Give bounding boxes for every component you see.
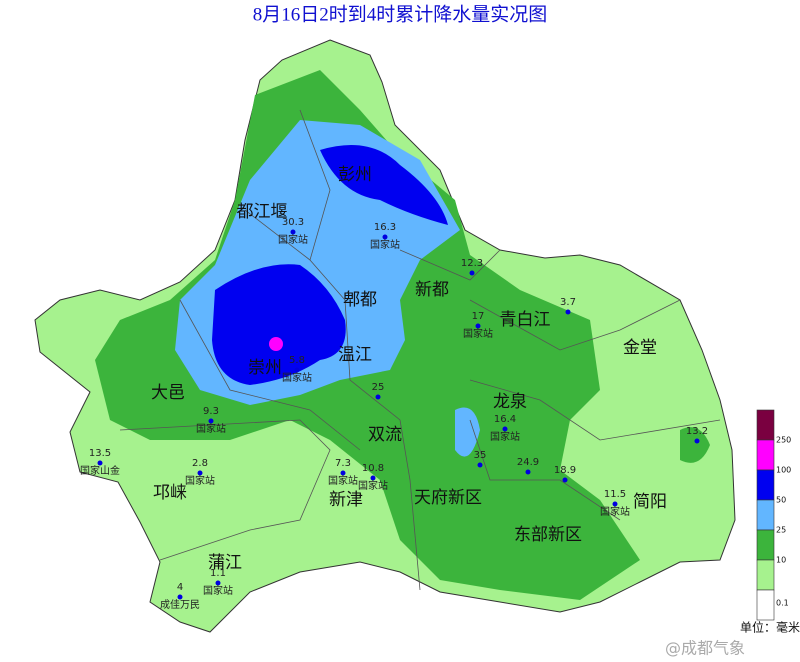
title: 8月16日2时到4时累计降水量实况图: [253, 3, 548, 25]
station-dot: [215, 580, 221, 586]
district-label: 邛崃: [153, 483, 187, 503]
district-label: 龙泉: [493, 392, 527, 412]
legend-swatch: [756, 589, 775, 621]
station-dot: [694, 438, 700, 444]
district-label: 崇州: [248, 358, 282, 378]
station-value: 11.5: [604, 489, 626, 500]
station-dot: [477, 462, 483, 468]
district-label: 简阳: [633, 492, 667, 512]
station-dot: [197, 470, 203, 476]
station-value: 24.9: [517, 457, 539, 468]
legend-label: 250: [776, 436, 791, 445]
station-dot: [475, 323, 481, 329]
station-value: 5.8: [289, 355, 305, 366]
district-label: 都江堰: [237, 202, 288, 222]
station-dot: [562, 477, 568, 483]
station-value: 9.3: [203, 406, 219, 417]
district-label: 郫都: [343, 290, 377, 310]
district-label: 新津: [329, 490, 363, 510]
district-label: 温江: [338, 345, 372, 365]
unit: 单位：毫米: [740, 620, 800, 635]
station-name: 国家站: [463, 327, 493, 340]
district-label: 东部新区: [514, 525, 582, 545]
station-value: 18.9: [554, 465, 576, 476]
legend-swatch: [756, 409, 775, 441]
station-dot: [469, 270, 475, 276]
station-dot: [382, 234, 388, 240]
station-value: 16.3: [374, 222, 396, 233]
station-name: 国家站: [282, 371, 312, 384]
district-label: 双流: [368, 425, 402, 445]
legend-label: 25: [776, 526, 786, 535]
legend-label: 0.1: [776, 599, 789, 608]
district-label: 蒲江: [208, 553, 242, 573]
station-value: 1.1: [210, 568, 226, 579]
station-dot: [294, 367, 300, 373]
station-value: 17: [472, 311, 485, 322]
station-value: 2.8: [192, 458, 208, 469]
station-value: 30.3: [282, 217, 304, 228]
station-value: 13.5: [89, 448, 111, 459]
rain-25-50: [455, 407, 480, 457]
station-value: 35: [474, 450, 487, 461]
station-value: 4: [177, 582, 183, 593]
legend-label: 50: [776, 496, 786, 505]
legend-swatch: [756, 499, 775, 531]
rain-100-250: [269, 337, 283, 351]
station-dot: [290, 229, 296, 235]
station-value: 10.8: [362, 463, 384, 474]
station-dot: [375, 394, 381, 400]
station-value: 12.3: [461, 258, 483, 269]
station-dot: [340, 470, 346, 476]
district-label: 新都: [415, 280, 449, 300]
station-value: 13.2: [686, 426, 708, 437]
station-name: 国家站: [358, 479, 388, 492]
district-label: 彭州: [338, 165, 372, 185]
legend-swatch: [756, 529, 775, 561]
station-name: 国家站: [185, 474, 215, 487]
station-dot: [525, 469, 531, 475]
district-label: 大邑: [151, 383, 185, 403]
station-name: 国家山金: [80, 464, 120, 477]
legend-swatch: [756, 439, 775, 471]
station-name: 国家站: [278, 233, 308, 246]
station-name: 国家站: [328, 474, 358, 487]
legend-label: 100: [776, 466, 791, 475]
station-name: 国家站: [600, 505, 630, 518]
district-label: 青白江: [500, 310, 551, 330]
station-name: 国家站: [196, 422, 226, 435]
rain-50-100: [212, 264, 346, 385]
station-name: 成佳万民: [160, 598, 200, 611]
station-dot: [370, 475, 376, 481]
station-dot: [502, 426, 508, 432]
rain-50-100: [320, 145, 448, 225]
station-dot: [97, 460, 103, 466]
district-label: 金堂: [623, 338, 657, 358]
watermark: @成都气象: [665, 639, 745, 658]
legend-swatch: [756, 559, 775, 591]
station-name: 国家站: [490, 430, 520, 443]
district-label: 天府新区: [414, 488, 482, 508]
station-value: 7.3: [335, 458, 351, 469]
station-dot: [208, 418, 214, 424]
rain-10-25: [680, 427, 710, 463]
map-shapes: [34, 39, 736, 633]
station-name: 国家站: [203, 584, 233, 597]
station-dot: [565, 309, 571, 315]
station-dot: [177, 594, 183, 600]
station-value: 16.4: [494, 414, 516, 425]
legend-swatch: [756, 469, 775, 501]
station-value: 3.7: [560, 297, 576, 308]
station-dot: [612, 501, 618, 507]
legend-label: 10: [776, 556, 786, 565]
station-name: 国家站: [370, 238, 400, 251]
station-value: 25: [372, 382, 385, 393]
